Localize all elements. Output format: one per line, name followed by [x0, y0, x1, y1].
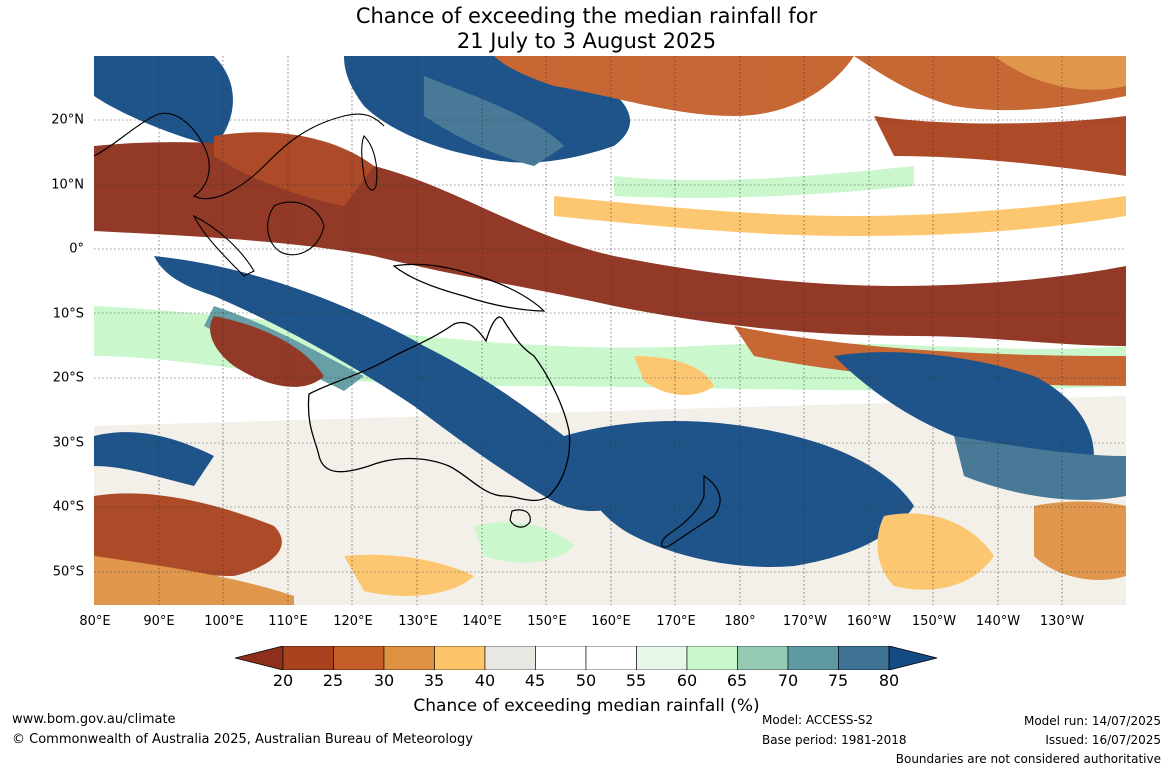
australia-outline: [307, 316, 571, 502]
lon-label: 90°E: [143, 614, 175, 629]
title-line-2: 21 July to 3 August 2025: [456, 29, 717, 53]
lon-label: 180°: [724, 614, 756, 629]
colorbar-swatch: [282, 646, 334, 670]
colorbar-swatch: [686, 646, 738, 670]
colorbar-tick: 30: [373, 671, 395, 690]
colorbar: [235, 646, 938, 670]
tasmania-outline: [509, 509, 531, 528]
disclaimer-text: Boundaries are not considered authoritat…: [895, 752, 1161, 766]
lat-label: 10°S: [52, 306, 84, 322]
colorbar-label: Chance of exceeding median rainfall (%): [413, 696, 760, 716]
map-title: Chance of exceeding the median rainfall …: [0, 4, 1173, 54]
model-text: Model: ACCESS-S2: [762, 713, 874, 727]
philippines-outline: [361, 135, 378, 191]
new-guinea-outline: [392, 263, 546, 312]
lon-label: 170°W: [782, 614, 828, 629]
colorbar-tick: 65: [726, 671, 748, 690]
lon-label: 140°E: [462, 614, 502, 629]
lat-label: 20°N: [51, 112, 84, 128]
title-line-1: Chance of exceeding the median rainfall …: [355, 4, 818, 28]
colorbar-arrow-low: [235, 646, 284, 670]
colorbar-tick: 60: [676, 671, 698, 690]
colorbar-swatch: [535, 646, 587, 670]
colorbar-tick: 50: [575, 671, 597, 690]
lon-label: 150°W: [911, 614, 957, 629]
colorbar-swatch: [838, 646, 890, 670]
sumatra-outline: [192, 214, 255, 277]
colorbar-swatch: [383, 646, 435, 670]
colorbar-swatch: [484, 646, 536, 670]
colorbar-tick: 80: [878, 671, 900, 690]
colorbar-swatch: [333, 646, 385, 670]
lat-label: 30°S: [52, 435, 84, 451]
lon-label: 160°E: [591, 614, 631, 629]
lat-label: 40°S: [52, 499, 84, 515]
lon-label: 150°E: [527, 614, 567, 629]
colorbar-tick: 20: [272, 671, 294, 690]
rainfall-map: [94, 56, 1126, 605]
lat-label: 50°S: [52, 564, 84, 580]
colorbar-tick: 55: [625, 671, 647, 690]
lon-label: 120°E: [333, 614, 373, 629]
colorbar-swatch: [585, 646, 637, 670]
website-link[interactable]: www.bom.gov.au/climate: [12, 712, 176, 727]
lat-label: 10°N: [51, 177, 84, 193]
lon-label: 130°W: [1039, 614, 1085, 629]
model-run-text: Model run: 14/07/2025: [1023, 714, 1161, 728]
mainland-asia-outline: [94, 112, 385, 200]
borneo-outline: [267, 201, 325, 256]
colorbar-tick: 70: [777, 671, 799, 690]
lon-label: 170°E: [656, 614, 696, 629]
gridlines: [94, 56, 1126, 605]
colorbar-swatch: [737, 646, 789, 670]
colorbar-swatch: [636, 646, 688, 670]
colorbar-tick: 45: [524, 671, 546, 690]
colorbar-arrow-high: [888, 646, 938, 670]
lon-label: 110°E: [268, 614, 308, 629]
lat-label: 0°: [69, 241, 84, 257]
lat-label: 20°S: [52, 370, 84, 386]
colorbar-tick: 35: [423, 671, 445, 690]
issued-text: Issued: 16/07/2025: [1045, 733, 1161, 747]
copyright-text: © Commonwealth of Australia 2025, Austra…: [12, 732, 473, 747]
new-zealand-outline: [660, 474, 721, 548]
colorbar-tick: 25: [322, 671, 344, 690]
lon-label: 140°W: [975, 614, 1021, 629]
colorbar-swatch: [787, 646, 839, 670]
lon-label: 80°E: [79, 614, 111, 629]
lon-label: 130°E: [398, 614, 438, 629]
lon-label: 160°W: [846, 614, 892, 629]
colorbar-swatch: [434, 646, 486, 670]
lon-label: 100°E: [204, 614, 244, 629]
colorbar-tick: 40: [474, 671, 496, 690]
colorbar-tick: 75: [827, 671, 849, 690]
base-period-text: Base period: 1981-2018: [762, 733, 907, 747]
